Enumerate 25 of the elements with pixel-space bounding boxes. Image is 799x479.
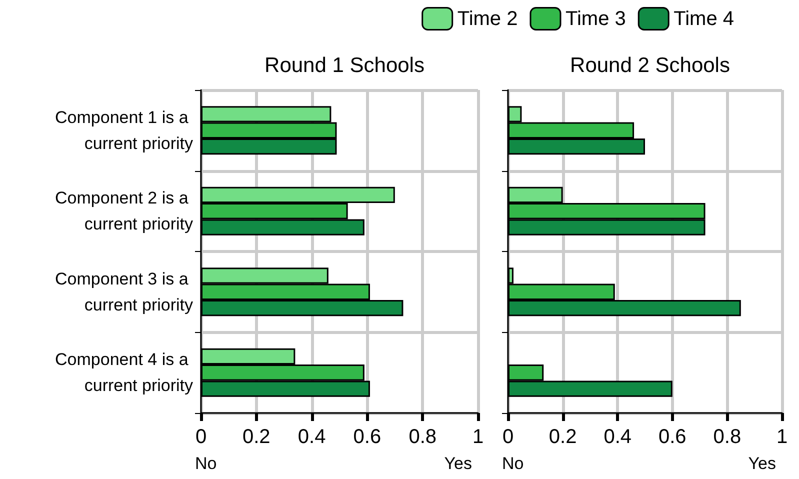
x-tick-label: 1 bbox=[776, 426, 788, 448]
x-tick-label: 1 bbox=[472, 426, 484, 448]
text: No bbox=[195, 454, 217, 473]
legend-label: Time 3 bbox=[565, 8, 626, 30]
y-tick-label: Component 2 is a current priority bbox=[55, 188, 194, 234]
text: Yes bbox=[444, 454, 472, 473]
x-tick-label: 0.8 bbox=[408, 426, 437, 448]
x-tick-label: 0.6 bbox=[353, 426, 382, 448]
x-tick-label: 0.4 bbox=[604, 426, 632, 448]
text: No bbox=[502, 454, 524, 473]
x-tick-label: 0.4 bbox=[298, 426, 326, 448]
legend-label: Time 2 bbox=[457, 8, 518, 30]
y-tick-label: Component 4 is a current priority bbox=[55, 350, 194, 396]
x-tick-label: 0 bbox=[195, 426, 207, 448]
x-tick-label: 0.8 bbox=[713, 426, 742, 448]
text: Yes bbox=[748, 454, 776, 473]
y-tick-label: Component 1 is a current priority bbox=[55, 108, 194, 153]
y-tick-label: Component 3 is a current priority bbox=[55, 269, 194, 314]
chart-title: Round 1 Schools bbox=[264, 54, 424, 77]
x-tick-label: 0 bbox=[502, 426, 514, 448]
x-tick-label: 0.2 bbox=[242, 426, 270, 448]
x-tick-label: 0.6 bbox=[658, 426, 686, 448]
legend-label: Time 4 bbox=[674, 8, 734, 30]
chart-title: Round 2 Schools bbox=[570, 54, 730, 77]
x-tick-label: 0.2 bbox=[548, 426, 577, 448]
